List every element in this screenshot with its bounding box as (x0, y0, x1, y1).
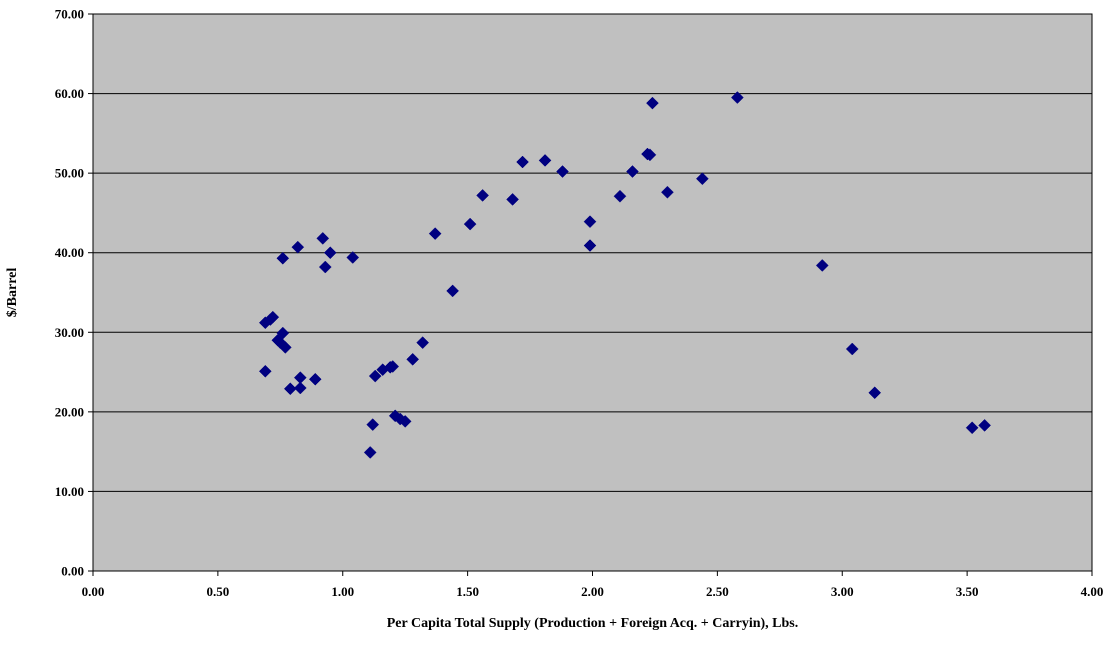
data-point (446, 284, 459, 298)
data-point (661, 185, 674, 199)
x-axis-title: Per Capita Total Supply (Production + Fo… (387, 616, 799, 631)
y-axis-title: $/Barrel (5, 268, 20, 318)
data-point (416, 336, 430, 349)
data-point (283, 382, 297, 396)
y-tick-label: 40.00 (55, 245, 84, 260)
x-tick-label: 2.00 (581, 584, 604, 599)
data-point (643, 148, 657, 162)
data-points (258, 91, 991, 459)
data-point (323, 246, 337, 260)
data-point (316, 232, 330, 245)
axis-ticks: 0.00 10.00 20.00 30.00 40.00 50.00 60.00 70.00 0… (55, 7, 1104, 600)
data-point (646, 96, 659, 110)
data-point (366, 418, 380, 431)
data-point (278, 341, 292, 354)
data-point (556, 165, 569, 178)
data-point (696, 172, 709, 186)
data-point (476, 189, 489, 202)
x-tick-label: 3.50 (956, 584, 979, 599)
y-tick-label: 70.00 (55, 7, 84, 22)
y-tick-label: 30.00 (55, 325, 84, 340)
data-point (845, 342, 859, 356)
data-point (965, 421, 979, 435)
data-point (276, 251, 290, 265)
x-tick-label: 4.00 (1081, 584, 1104, 599)
data-point (613, 189, 627, 203)
data-point (463, 217, 477, 231)
y-tick-label: 10.00 (55, 484, 84, 499)
data-point (516, 155, 529, 169)
data-point (258, 364, 272, 378)
x-tick-label: 0.00 (82, 584, 105, 599)
plot-area (93, 14, 1092, 571)
data-point (346, 251, 360, 264)
x-tick-label: 2.50 (706, 584, 729, 599)
data-point (583, 239, 597, 252)
gridlines (93, 93, 1092, 492)
data-point (538, 154, 552, 167)
data-point (583, 215, 597, 229)
data-point (291, 240, 305, 254)
data-point (318, 260, 332, 274)
data-point (731, 91, 744, 104)
y-tick-label: 0.00 (61, 564, 84, 579)
data-point (506, 193, 519, 206)
data-point (406, 352, 420, 366)
data-point (626, 165, 639, 178)
data-point (363, 446, 377, 459)
data-point (398, 415, 412, 428)
x-tick-label: 1.50 (456, 584, 479, 599)
data-point (276, 326, 290, 340)
data-point (368, 369, 382, 383)
x-tick-label: 3.00 (831, 584, 854, 599)
x-tick-label: 0.50 (207, 584, 230, 599)
data-point (815, 259, 829, 272)
x-tick-label: 1.00 (331, 584, 354, 599)
y-tick-label: 60.00 (55, 86, 84, 101)
data-point (386, 360, 400, 373)
data-point (868, 386, 882, 400)
data-point (978, 419, 991, 432)
data-point (293, 381, 307, 395)
data-point (308, 372, 322, 386)
data-point (428, 227, 442, 240)
y-tick-label: 50.00 (55, 166, 84, 181)
data-point (266, 310, 280, 324)
y-tick-label: 20.00 (55, 404, 84, 419)
